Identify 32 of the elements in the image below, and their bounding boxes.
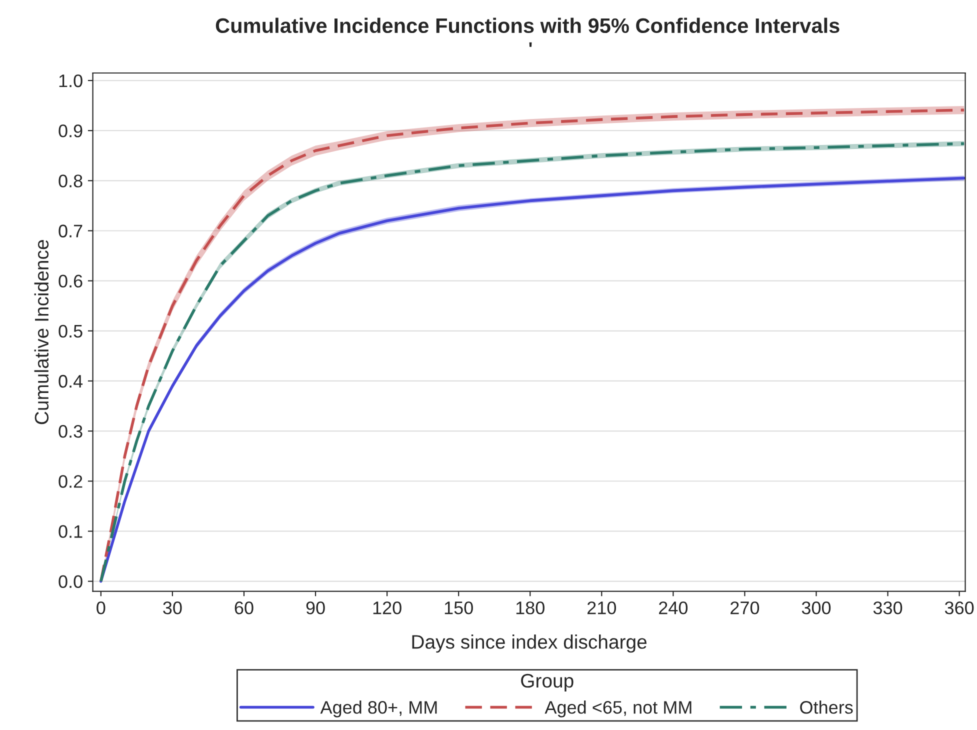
y-tick-label: 0.5 <box>58 324 82 338</box>
y-tick-label: 0.8 <box>58 174 82 188</box>
chart-subtitle: ' <box>529 42 532 47</box>
x-tick-label: 180 <box>516 602 544 614</box>
x-tick-label: 270 <box>730 602 760 614</box>
x-tick-label: 300 <box>802 602 831 614</box>
x-tick-label: 210 <box>588 602 616 614</box>
legend-title: Group <box>521 674 574 692</box>
y-axis-title: Cumulative Incidence <box>34 240 49 424</box>
y-tick-label: 0.7 <box>58 224 82 238</box>
x-tick-label: 330 <box>873 602 902 614</box>
legend-label: Aged <65, not MM <box>544 700 692 718</box>
chart-title: Cumulative Incidence Functions with 95% Confidence Intervals <box>216 18 840 34</box>
y-tick-label: 0.4 <box>58 374 83 388</box>
x-tick-label: 30 <box>163 602 182 614</box>
y-tick-label: 1.0 <box>59 74 82 88</box>
legend-label: Aged 80+, MM <box>320 700 437 718</box>
x-tick-label: 90 <box>306 602 325 614</box>
x-tick-label: 120 <box>373 602 402 614</box>
x-tick-label: 0 <box>96 602 106 614</box>
y-tick-label: 0.3 <box>58 424 82 438</box>
legend-label: Others <box>800 700 853 714</box>
y-tick-label: 0.2 <box>58 475 82 488</box>
x-tick-label: 360 <box>944 602 974 614</box>
x-tick-label: 240 <box>659 602 688 614</box>
y-tick-label: 0.9 <box>58 124 82 138</box>
y-tick-label: 0.1 <box>58 525 82 538</box>
x-tick-label: 150 <box>444 602 473 614</box>
y-tick-label: 0.6 <box>58 274 82 288</box>
x-tick-label: 60 <box>234 602 254 614</box>
y-tick-label: 0.0 <box>58 575 82 588</box>
x-axis-title: Days since index discharge <box>412 634 647 653</box>
